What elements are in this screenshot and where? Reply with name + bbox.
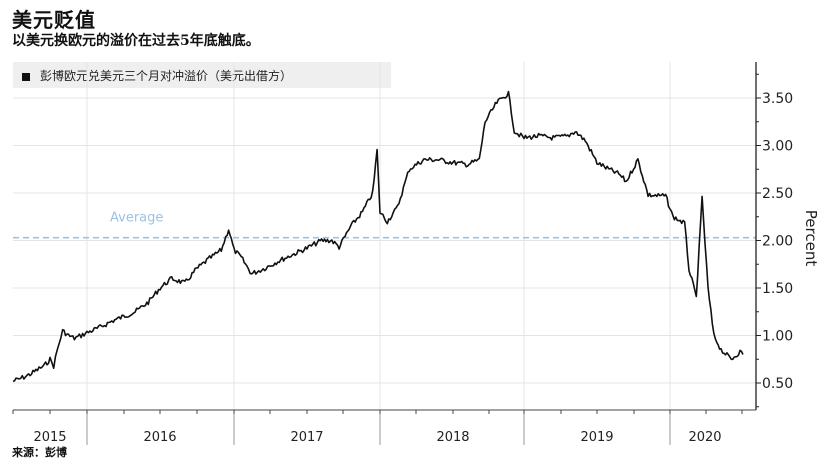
x-tick-label: 2015 — [33, 430, 66, 445]
y-tick-label: 2.00 — [762, 234, 793, 250]
y-tick-label: 2.50 — [762, 186, 793, 202]
x-tick-label: 2019 — [580, 430, 613, 445]
axes: 0.50 1.00 1.50 2.00 2.50 3.00 3.50 2015 2016 2017… — [12, 62, 820, 445]
data-series — [12, 90, 744, 382]
series-line — [12, 90, 744, 382]
y-tick-label: 1.00 — [762, 329, 793, 345]
average-label: Average — [110, 211, 163, 226]
x-tick-label: 2016 — [143, 430, 176, 445]
chart-subtitle: 以美元换欧元的溢价在过去5年底触底。 — [12, 33, 260, 49]
gridlines — [13, 62, 756, 410]
legend-swatch — [22, 72, 30, 81]
y-tick-label: 3.00 — [762, 139, 793, 155]
x-tick-label: 2017 — [290, 430, 323, 445]
legend: 彭博欧元兑美元三个月对冲溢价（美元出借方） — [13, 62, 391, 88]
average-line: Average — [13, 211, 756, 239]
source-note: 来源：彭博 — [12, 446, 67, 459]
y-tick-label: 1.50 — [762, 281, 793, 297]
y-axis-title: Percent — [802, 210, 820, 267]
chart-title: 美元贬值 — [12, 8, 96, 32]
legend-label: 彭博欧元兑美元三个月对冲溢价（美元出借方） — [40, 68, 293, 83]
x-tick-label: 2018 — [436, 430, 469, 445]
x-tick-label: 2020 — [688, 430, 721, 445]
y-tick-label: 3.50 — [762, 91, 793, 107]
y-tick-label: 0.50 — [762, 376, 793, 392]
